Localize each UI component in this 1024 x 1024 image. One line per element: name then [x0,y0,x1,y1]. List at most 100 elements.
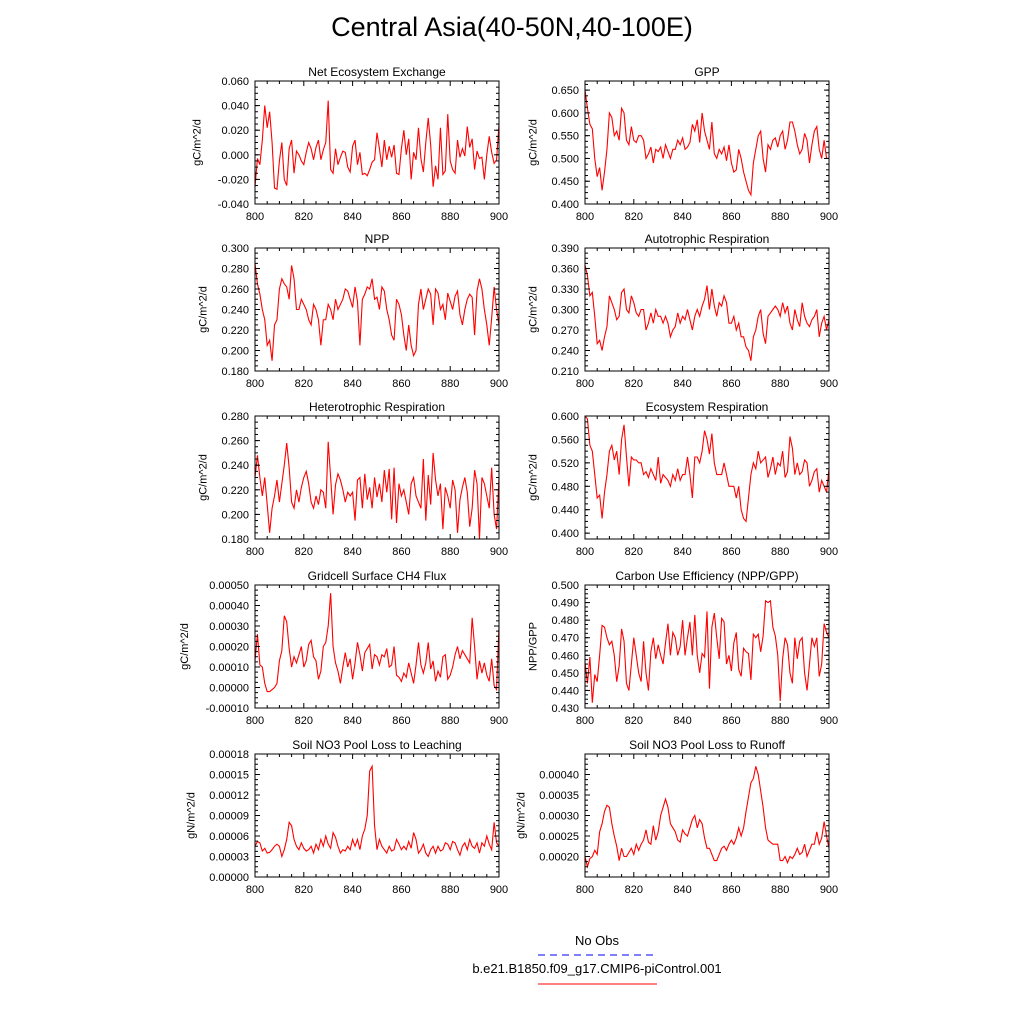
y-axis-label: NPP/GPP [528,622,540,671]
x-tick-label: 900 [490,884,508,896]
x-tick-label: 840 [343,546,361,558]
x-tick-label: 820 [295,378,313,390]
y-tick-label: 0.330 [551,284,579,296]
y-tick-label: 0.040 [221,101,249,113]
data-series-line [254,263,500,361]
plot-frame [584,80,830,205]
x-tick-label: 820 [625,884,643,896]
x-tick-label: 900 [820,546,838,558]
x-tick-label: 800 [246,715,264,727]
y-tick-label: 0.00040 [209,601,249,613]
y-axis-label: gC/m^2/d [528,119,540,166]
x-tick-label: 820 [625,211,643,223]
x-tick-label: 900 [820,211,838,223]
x-tick-label: 860 [722,378,740,390]
y-tick-label: 0.00035 [539,790,579,802]
y-axis-label: gN/m^2/d [185,792,197,839]
y-tick-label: 0.280 [221,411,249,423]
data-series-line [584,766,830,869]
x-tick-label: 840 [673,715,691,727]
chart-title: Ecosystem Respiration [646,400,769,414]
y-axis-label: gC/m^2/d [198,454,210,501]
x-tick-label: 880 [771,546,789,558]
x-tick-label: 820 [625,715,643,727]
plot-frame [584,584,830,709]
data-series-line [254,593,500,693]
y-axis-label: gN/m^2/d [515,792,527,839]
y-tick-label: 0.200 [221,346,249,358]
y-tick-label: 0.260 [221,436,249,448]
x-tick-label: 900 [820,378,838,390]
y-axis-label: gC/m^2/d [198,286,210,333]
y-tick-label: 0.600 [551,108,579,120]
y-tick-label: 0.300 [551,305,579,317]
x-tick-label: 900 [490,715,508,727]
y-tick-label: 0.220 [221,485,249,497]
x-tick-label: 860 [392,884,410,896]
y-tick-label: 0.00020 [209,642,249,654]
y-tick-label: 0.00018 [209,749,249,761]
y-axis-label: gC/m^2/d [528,454,540,501]
x-tick-label: 800 [576,211,594,223]
chart-panel: Soil NO3 Pool Loss to Runoff 800 820 840 860… [515,738,838,896]
y-tick-label: 0.00003 [209,852,249,864]
chart-panel: GPP 800 820 840 860 880 900 0.400 0.450 0.500 0.55… [528,65,839,223]
y-axis-label: gC/m^2/d [191,119,203,166]
y-tick-label: 0.180 [221,366,249,378]
y-tick-label: 0.00010 [209,662,249,674]
data-series-line [584,90,829,197]
x-tick-label: 860 [722,211,740,223]
x-tick-label: 800 [246,546,264,558]
x-tick-label: 800 [576,884,594,896]
chart-title: GPP [694,65,719,79]
figure-title: Central Asia(40-50N,40-100E) [331,12,693,42]
x-tick-label: 800 [246,211,264,223]
chart-title: NPP [365,232,390,246]
y-tick-label: 0.240 [221,305,249,317]
y-tick-label: 0.00030 [209,621,249,633]
y-axis-label: gC/m^2/d [528,286,540,333]
x-tick-label: 900 [490,211,508,223]
y-tick-label: 0.490 [551,598,579,610]
plot-frame [584,415,830,540]
y-tick-label: 0.460 [551,650,579,662]
x-tick-label: 900 [490,546,508,558]
x-tick-label: 880 [441,715,459,727]
y-tick-label: 0.00040 [539,770,579,782]
x-tick-label: 900 [820,884,838,896]
y-tick-label: 0.000 [221,150,249,162]
y-tick-label: 0.240 [551,346,579,358]
chart-panel: Carbon Use Efficiency (NPP/GPP) 800 820 840… [528,569,839,727]
legend: No Obs b.e21.B1850.f09_g17.CMIP6-piContro… [472,933,722,985]
x-tick-label: 860 [392,211,410,223]
y-tick-label: 0.00000 [209,872,249,884]
y-tick-label: 0.00015 [209,770,249,782]
y-tick-label: 0.210 [551,366,579,378]
chart-title: Carbon Use Efficiency (NPP/GPP) [615,569,798,583]
plot-frame [254,753,500,878]
x-tick-label: 840 [343,715,361,727]
y-tick-label: 0.00050 [209,580,249,592]
y-tick-label: 0.440 [551,685,579,697]
chart-panel: NPP 800 820 840 860 880 900 0.180 0.200 0.220 0.24… [198,232,509,390]
y-tick-label: 0.430 [551,703,579,715]
y-tick-label: 0.450 [551,668,579,680]
x-tick-label: 820 [295,546,313,558]
chart-title: Heterotrophic Respiration [309,400,445,414]
y-tick-label: 0.200 [221,509,249,521]
y-tick-label: 0.390 [551,243,579,255]
y-tick-label: 0.500 [551,580,579,592]
chart-title: Soil NO3 Pool Loss to Leaching [292,738,461,752]
chart-title: Soil NO3 Pool Loss to Runoff [629,738,786,752]
x-tick-label: 880 [771,211,789,223]
x-tick-label: 820 [625,378,643,390]
y-tick-label: 0.480 [551,481,579,493]
data-series-line [254,100,500,191]
y-tick-label: 0.00009 [209,811,249,823]
data-series-line [584,415,830,523]
y-tick-label: 0.360 [551,264,579,276]
x-tick-label: 900 [820,715,838,727]
y-tick-label: 0.060 [221,76,249,88]
y-tick-label: 0.220 [221,325,249,337]
